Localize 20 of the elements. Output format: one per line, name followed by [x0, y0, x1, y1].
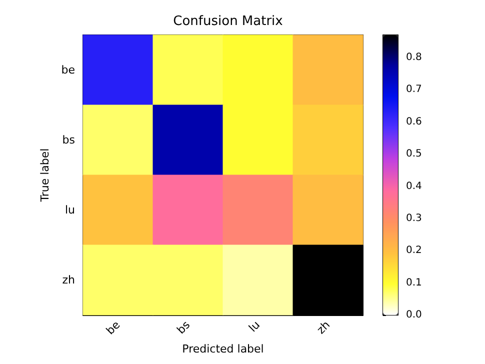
y-axis-title: True label: [38, 148, 52, 203]
color-bar-label: 0.8: [406, 52, 422, 64]
x-tick-label: zh: [314, 318, 333, 337]
color-bar-label: 0.6: [406, 116, 422, 128]
x-tick-label: bs: [174, 318, 193, 337]
color-bar-label: 0.7: [406, 84, 422, 96]
y-tick-label: be: [61, 64, 76, 76]
x-tick-label: be: [104, 318, 123, 338]
x-axis-title: Predicted label: [182, 342, 264, 356]
chart-title: Confusion Matrix: [173, 14, 284, 29]
color-bar-label: 0.5: [406, 148, 422, 160]
y-tick-label: zh: [62, 274, 76, 286]
y-tick-label: bs: [62, 134, 76, 146]
color-bar-label: 0.2: [406, 245, 422, 256]
color-bar-label: 0.3: [406, 212, 422, 224]
color-bar-label: 0.0: [406, 310, 422, 320]
color-bar-label: 0.1: [406, 277, 422, 288]
x-tick-label: lu: [246, 318, 263, 335]
y-tick-label: lu: [64, 204, 75, 216]
color-bar-label: 0.4: [406, 180, 422, 192]
